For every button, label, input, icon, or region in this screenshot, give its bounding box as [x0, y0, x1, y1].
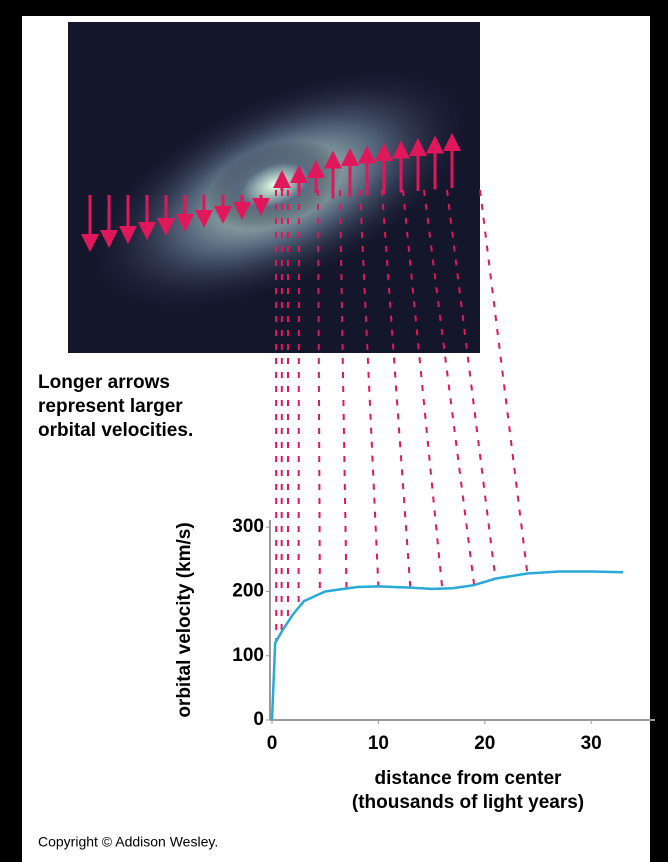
y-tick-label: 0: [253, 709, 264, 730]
x-axis-label: (thousands of light years): [352, 792, 584, 813]
annotation: orbital velocities.: [38, 420, 193, 441]
y-axis-label: orbital velocity (km/s): [174, 522, 195, 717]
projection-line: [480, 190, 527, 573]
frame-right: [650, 0, 668, 862]
x-tick-label: 30: [581, 733, 602, 754]
copyright: Copyright © Addison Wesley.: [38, 834, 218, 850]
x-tick-label: 10: [368, 733, 389, 754]
y-tick-label: 200: [232, 580, 264, 601]
y-tick-label: 100: [232, 645, 264, 666]
x-tick-label: 20: [474, 733, 495, 754]
velocity-curve: [272, 572, 623, 720]
y-tick-label: 300: [232, 516, 264, 537]
figure: Longer arrows represent larger orbital v…: [0, 0, 668, 862]
x-tick-label: 0: [267, 733, 278, 754]
frame-left: [0, 0, 22, 862]
galaxy-image: [50, 15, 511, 365]
x-axis-label: distance from center: [375, 768, 562, 789]
frame-top: [0, 0, 668, 16]
annotation: represent larger: [38, 396, 183, 417]
annotation: Longer arrows: [38, 372, 170, 393]
